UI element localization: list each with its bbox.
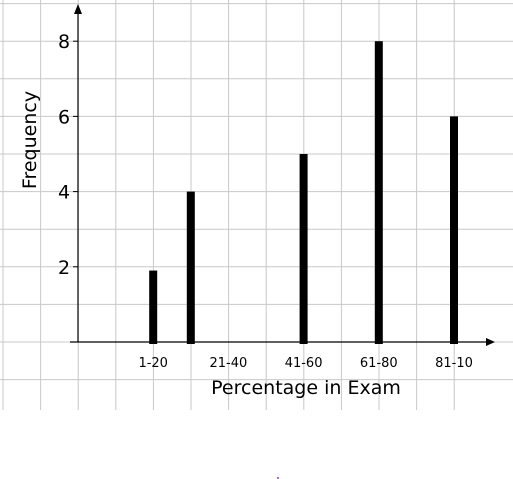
x-tick-label: 1-20	[138, 356, 168, 371]
bar	[299, 154, 308, 344]
bar	[149, 270, 158, 344]
bar	[186, 191, 195, 344]
bar	[374, 41, 383, 344]
x-tick-label: 81-10	[435, 356, 473, 371]
x-tick-label: 41-60	[285, 356, 323, 371]
y-tick-label: 6	[58, 106, 70, 128]
x-axis-arrow	[486, 338, 495, 346]
y-tick-label: 4	[58, 182, 70, 204]
bar	[450, 116, 458, 345]
x-axis-label: Percentage in Exam	[211, 377, 401, 399]
y-axis-arrow	[74, 4, 82, 14]
y-tick-label: 8	[58, 31, 70, 53]
x-tick-label: 21-40	[210, 356, 248, 371]
x-tick-label: 61-80	[360, 356, 398, 371]
y-tick-label: 2	[58, 257, 70, 279]
y-axis-label: Frequency	[19, 90, 41, 190]
